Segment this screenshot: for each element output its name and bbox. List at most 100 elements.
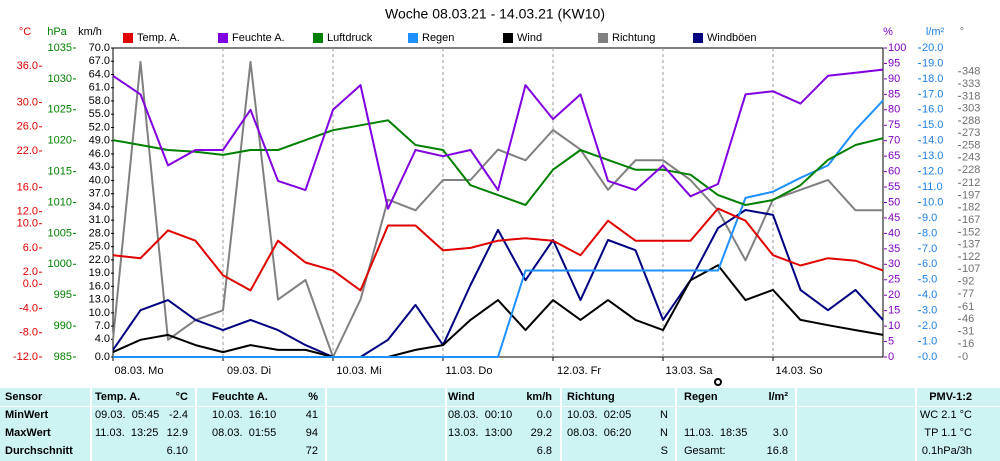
table-cell: 10.03. 02:05 [567, 409, 632, 421]
legend-swatch [693, 33, 703, 43]
y-tick-label: 17.0 [922, 88, 943, 100]
y-tick-label: 55.0 [89, 108, 110, 120]
table-cell: Richtung [567, 391, 615, 403]
table-cell: Temp. A. [95, 391, 141, 403]
series-line [112, 264, 884, 358]
y-tick-label: 18.0 [922, 73, 943, 85]
y-tick-label: 995 [54, 289, 72, 301]
y-tick-label: 8.0 [922, 227, 937, 239]
column-separator [90, 388, 92, 461]
axis-unit: ° [960, 26, 964, 38]
legend-swatch [218, 33, 228, 43]
plot-frame [112, 47, 884, 358]
y-tick-label: 20.0 [922, 42, 943, 54]
series-line [112, 68, 884, 210]
table-cell: Wind [448, 391, 475, 403]
table-cell: 0.0 [536, 409, 552, 421]
y-tick-label: 19.0 [922, 57, 943, 69]
table-cell: km/h [526, 391, 552, 403]
column-separator [915, 388, 917, 461]
y-tick-label: 46 [962, 313, 974, 325]
table-cell: WC 2.1 °C [919, 409, 972, 421]
y-tick-label: 13.0 [922, 150, 943, 162]
y-tick-label: 70 [888, 135, 900, 147]
table-cell: 29.2 [530, 427, 552, 439]
legend-label: Wind [517, 32, 542, 44]
y-tick-label: 1025 [48, 104, 72, 116]
axis-unit: l/m² [926, 26, 945, 38]
y-tick-label: 5.0 [922, 274, 937, 286]
y-tick-label: 77 [962, 288, 974, 300]
y-tick-label: 0.0 [23, 278, 38, 290]
y-tick-label: -4.0 [19, 302, 38, 314]
y-tick-label: 6.0 [23, 242, 38, 254]
y-tick-label: 0.0 [922, 351, 937, 363]
y-tick-label: 3.0 [922, 305, 937, 317]
table-cell: -2.4 [169, 409, 188, 421]
chart: Woche 08.03.21 - 14.03.21 (KW10) 08.03. … [13, 6, 980, 386]
legend-label: Windböen [707, 32, 757, 44]
y-tick-label: 15.0 [922, 119, 943, 131]
y-tick-label: 80 [888, 104, 900, 116]
y-tick-label: 95 [888, 57, 900, 69]
y-tick-label: 35 [888, 243, 900, 255]
y-tick-label: 30.0 [17, 96, 38, 108]
y-tick-label: 10 [888, 320, 900, 332]
y-tick-label: 9.0 [922, 212, 937, 224]
y-tick-label: 303 [962, 103, 980, 115]
y-tick-label: 25.0 [89, 241, 110, 253]
y-tick-label: 31.0 [89, 214, 110, 226]
table-cell: % [308, 391, 318, 403]
y-tick-label: 273 [962, 127, 980, 139]
legend-swatch [123, 33, 133, 43]
column-separator [560, 388, 562, 461]
y-tick-label: 107 [962, 263, 980, 275]
table-cell: 08.03. 06:20 [567, 427, 632, 439]
x-tick-label: 11.03. Do [446, 365, 493, 377]
axis-unit: % [883, 26, 893, 38]
y-tick-label: 22.0 [89, 254, 110, 266]
x-tick-label: 12.03. Fr [557, 365, 601, 377]
y-tick-label: 34.0 [89, 201, 110, 213]
y-tick-label: 14.0 [922, 135, 943, 147]
header-divider [0, 406, 1000, 407]
y-tick-label: 0 [888, 351, 894, 363]
y-tick-label: 10.0 [17, 218, 38, 230]
y-tick-label: 1020 [48, 135, 72, 147]
stats-table: Sensor Temp. A. °C Feuchte A.% Wind km/h Richt… [0, 388, 1000, 461]
table-cell: 6.10 [166, 445, 188, 457]
table-cell: N [660, 409, 668, 421]
y-tick-label: 182 [962, 202, 980, 214]
y-tick-label: 26.0 [17, 121, 38, 133]
x-tick-label: 14.03. So [775, 365, 822, 377]
table-cell: 10.03. 16:10 [212, 409, 277, 421]
y-tick-label: 92 [962, 276, 974, 288]
legend-swatch [313, 33, 323, 43]
y-tick-label: 16.0 [17, 181, 38, 193]
y-tick-label: 228 [962, 164, 980, 176]
y-tick-label: 60 [888, 166, 900, 178]
series-line [112, 119, 884, 206]
y-tick-label: 67.0 [89, 55, 110, 67]
series-line [112, 60, 883, 358]
y-tick-label: 1.0 [922, 335, 937, 347]
y-tick-label: 50 [888, 196, 900, 208]
y-tick-label: 61 [962, 301, 974, 313]
y-tick-label: 985 [54, 351, 72, 363]
y-tick-label: 0.0 [95, 351, 110, 363]
y-tick-label: 55 [888, 181, 900, 193]
table-cell: N [660, 427, 668, 439]
table-cell: MinWert [5, 409, 49, 421]
y-tick-label: 30 [888, 258, 900, 270]
x-tick-label: 08.03. Mo [115, 365, 164, 377]
legend-label: Luftdruck [327, 32, 373, 44]
y-tick-label: 4.0 [922, 289, 937, 301]
y-tick-label: -8.0 [19, 327, 38, 339]
x-tick-label: 13.03. Sa [665, 365, 713, 377]
series-line [112, 207, 884, 292]
y-tick-label: 243 [962, 152, 980, 164]
y-tick-label: 0 [962, 351, 968, 363]
y-tick-label: 43.0 [89, 161, 110, 173]
y-tick-label: 45 [888, 212, 900, 224]
y-tick-label: 1005 [48, 227, 72, 239]
